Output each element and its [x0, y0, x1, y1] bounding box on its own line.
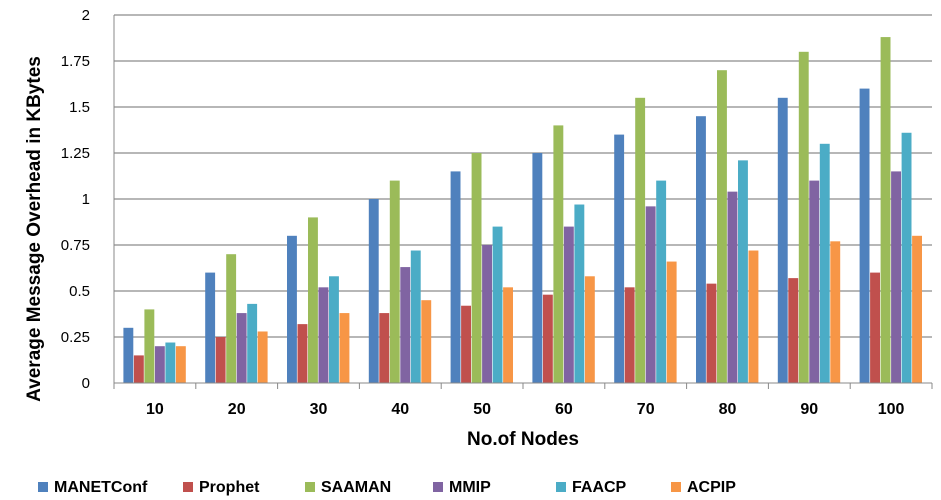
y-tick-label: 0: [82, 375, 90, 392]
bar-mmip-90: [809, 180, 820, 383]
bar-prophet-50: [461, 305, 471, 383]
bar-manetconf-100: [859, 88, 870, 383]
x-tick-label: 50: [473, 401, 491, 418]
bar-prophet-80: [706, 283, 717, 383]
x-tick-label: 70: [637, 401, 655, 418]
bar-acpip-60: [584, 276, 595, 383]
bar-saaman-90: [798, 51, 809, 384]
y-tick-label: 0.75: [61, 237, 90, 254]
x-tick-label: 40: [391, 401, 409, 418]
bar-faacp-100: [901, 132, 912, 383]
y-tick-label: 2: [82, 7, 90, 24]
bar-manetconf-70: [614, 134, 625, 383]
bar-mmip-20: [236, 313, 247, 383]
legend-swatch-acpip: [671, 482, 681, 492]
bar-mmip-30: [318, 287, 329, 383]
bar-saaman-30: [308, 217, 318, 383]
bar-mmip-100: [891, 171, 901, 383]
legend-swatch-mmip: [433, 482, 443, 492]
bar-manetconf-90: [777, 97, 788, 384]
bar-manetconf-60: [532, 153, 543, 383]
x-tick-label: 90: [800, 401, 818, 418]
bar-faacp-40: [410, 250, 421, 383]
bar-acpip-10: [175, 346, 186, 383]
x-tick-label: 80: [719, 401, 737, 418]
legend-label-faacp: FAACP: [572, 479, 627, 496]
bar-faacp-80: [738, 160, 748, 383]
bar-mmip-70: [645, 206, 656, 383]
y-tick-label: 0.5: [69, 283, 90, 300]
x-tick-label: 20: [228, 401, 246, 418]
bar-saaman-80: [717, 70, 727, 383]
bar-prophet-70: [624, 287, 635, 383]
bar-saaman-20: [226, 254, 237, 383]
bar-mmip-40: [400, 267, 411, 383]
bar-saaman-60: [553, 125, 564, 384]
bar-faacp-60: [574, 204, 585, 383]
bar-saaman-40: [389, 180, 400, 383]
y-tick-label: 1: [82, 191, 90, 208]
bar-saaman-50: [471, 153, 482, 383]
bar-prophet-10: [133, 355, 144, 383]
y-axis-title: Average Message Overhead in KBytes: [24, 56, 45, 402]
bar-acpip-30: [339, 313, 350, 383]
legend-label-prophet: Prophet: [199, 479, 260, 496]
bar-manetconf-50: [450, 171, 461, 383]
y-tick-label: 0.25: [61, 329, 90, 346]
gridlines: [114, 14, 932, 338]
bar-saaman-70: [635, 97, 646, 384]
bar-manetconf-20: [205, 272, 216, 383]
bar-faacp-70: [656, 180, 667, 383]
bar-acpip-40: [421, 300, 432, 383]
x-tick-labels: 10 20 30 40 50 60 70 80 90 100: [113, 383, 933, 418]
bar-faacp-90: [819, 143, 830, 383]
x-tick-label: 100: [878, 401, 905, 418]
y-tick-labels: 0 0.25 0.5 0.75 1 1.25 1.5 1.75 2: [61, 7, 90, 392]
bar-mmip-50: [482, 245, 492, 383]
bar-prophet-30: [297, 324, 308, 383]
x-tick-label: 10: [146, 401, 164, 418]
bar-acpip-100: [912, 235, 922, 383]
bar-acpip-70: [666, 261, 677, 383]
bar-prophet-60: [542, 294, 553, 383]
legend: MANETConf Prophet SAAMAN MMIP FAACP ACPIP: [38, 479, 736, 496]
legend-swatch-manetconf: [38, 482, 48, 492]
bar-acpip-80: [748, 250, 759, 383]
bar-faacp-20: [247, 303, 258, 383]
bar-manetconf-30: [287, 235, 297, 383]
bar-manetconf-40: [368, 199, 379, 383]
bar-mmip-60: [563, 226, 574, 383]
bar-saaman-100: [880, 37, 891, 383]
bar-prophet-90: [788, 278, 799, 383]
bar-mmip-80: [727, 191, 738, 383]
x-axis-title: No.of Nodes: [467, 429, 579, 450]
x-tick-label: 60: [555, 401, 573, 418]
bar-prophet-20: [215, 337, 226, 383]
bar-prophet-40: [379, 313, 390, 383]
legend-swatch-prophet: [183, 482, 193, 492]
y-tick-label: 1.5: [69, 99, 90, 116]
legend-label-saaman: SAAMAN: [321, 479, 391, 496]
legend-label-manetconf: MANETConf: [54, 479, 148, 496]
bar-mmip-10: [154, 346, 165, 383]
x-tick-label: 30: [310, 401, 328, 418]
bar-manetconf-80: [696, 116, 706, 383]
y-tick-label: 1.25: [61, 145, 90, 162]
bar-faacp-30: [329, 276, 339, 383]
bar-acpip-50: [503, 287, 513, 383]
bars: [123, 37, 922, 384]
legend-swatch-saaman: [305, 482, 315, 492]
bar-faacp-50: [492, 226, 503, 383]
bar-acpip-20: [257, 331, 268, 383]
y-tick-label: 1.75: [61, 53, 90, 70]
legend-swatch-faacp: [556, 482, 566, 492]
bar-saaman-10: [144, 309, 155, 383]
bar-acpip-90: [830, 241, 841, 383]
legend-label-acpip: ACPIP: [687, 479, 736, 496]
legend-label-mmip: MMIP: [449, 479, 491, 496]
bar-faacp-10: [165, 342, 176, 383]
bar-manetconf-10: [123, 327, 134, 383]
bar-prophet-100: [870, 272, 880, 383]
